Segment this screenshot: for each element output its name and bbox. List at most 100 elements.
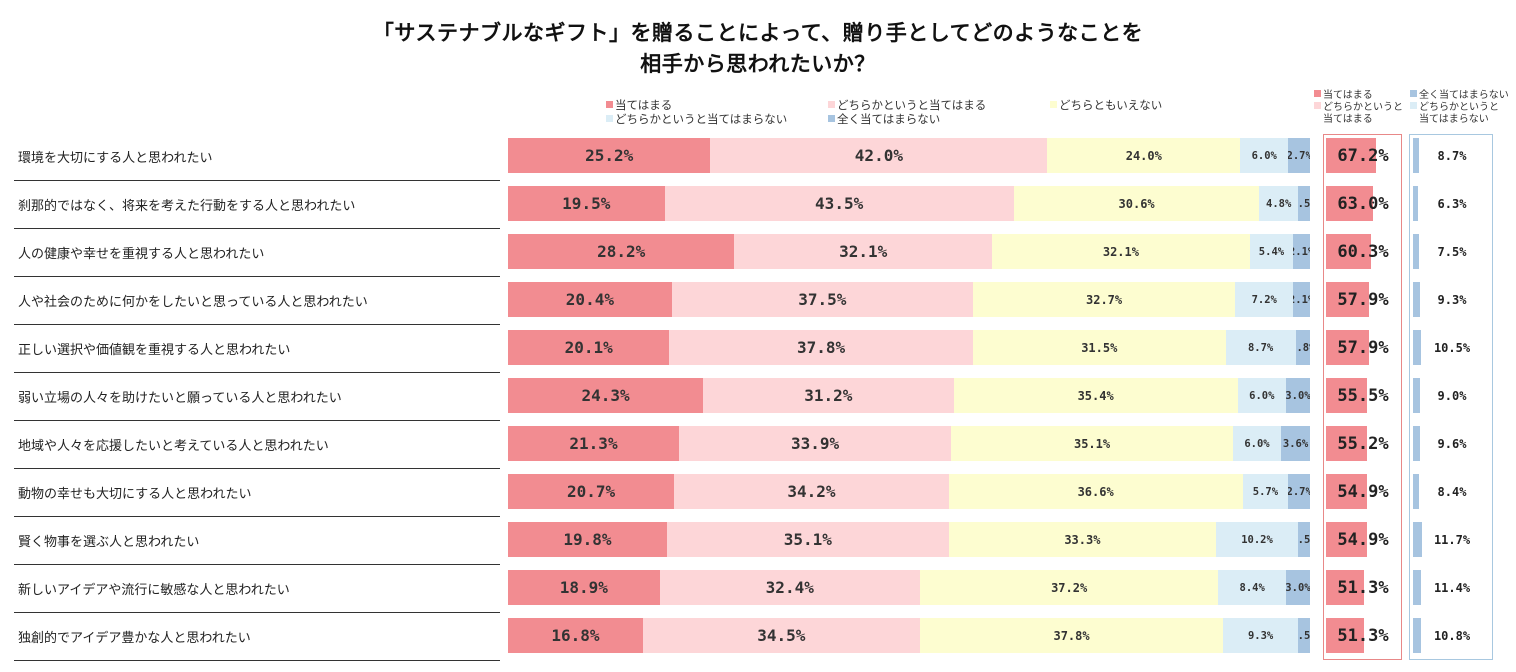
row-separator xyxy=(14,228,500,229)
bar-segment-c5: 3.0% xyxy=(1285,570,1310,605)
row-separator xyxy=(14,468,500,469)
bar-segment-c4: 10.2% xyxy=(1216,522,1298,557)
legend-item-c2: どちらかというと当てはまる xyxy=(828,99,986,112)
negative-total-bar xyxy=(1413,138,1420,173)
category-label: 独創的でアイデア豊かな人と思われたい xyxy=(18,631,251,646)
bar-segment-c3: 35.1% xyxy=(951,426,1233,461)
bar-segment-c2: 42.0% xyxy=(710,138,1048,173)
summary-swatch-neg-1 xyxy=(1410,90,1417,97)
bar-segment-c3: 30.6% xyxy=(1013,186,1260,221)
positive-total-bar xyxy=(1326,138,1376,173)
negative-total-bar xyxy=(1413,474,1420,509)
bar-segment-c3: 31.5% xyxy=(972,330,1226,365)
row-separator xyxy=(14,564,500,565)
negative-total-label: 8.4% xyxy=(1437,484,1467,499)
negative-total-bar xyxy=(1413,522,1422,557)
bar-segment-c4: 9.3% xyxy=(1223,618,1298,653)
category-label: 刹那的ではなく、将来を考えた行動をする人と思われたい xyxy=(18,199,356,214)
positive-total-label: 51.3% xyxy=(1337,625,1389,646)
negative-total-bar xyxy=(1413,378,1420,413)
bar-segment-c1: 20.7% xyxy=(508,474,675,509)
legend-swatch-c4 xyxy=(606,115,613,122)
positive-total-label: 54.9% xyxy=(1337,529,1389,550)
summary-swatch-pos-1 xyxy=(1314,90,1321,97)
positive-total-bar xyxy=(1326,618,1364,653)
positive-total-bar xyxy=(1326,474,1367,509)
bar-segment-c2: 35.1% xyxy=(666,522,949,557)
bar-segment-c1: 28.2% xyxy=(508,234,735,269)
negative-total-bar xyxy=(1413,234,1419,269)
row-separator xyxy=(14,372,500,373)
positive-total-label: 54.9% xyxy=(1337,481,1389,502)
bar-segment-c4: 8.7% xyxy=(1225,330,1296,365)
bar-segment-c5: 1.5% xyxy=(1297,522,1310,557)
legend-label-c4: どちらかというと当てはまらない xyxy=(615,112,788,126)
negative-summary-frame xyxy=(1409,134,1493,660)
negative-total-bar xyxy=(1413,282,1420,317)
bar-segment-c4: 5.7% xyxy=(1242,474,1289,509)
bar-segment-c1: 20.4% xyxy=(508,282,672,317)
negative-total-bar xyxy=(1413,426,1421,461)
bar-segment-c2: 43.5% xyxy=(664,186,1014,221)
category-label: 動物の幸せも大切にする人と思われたい xyxy=(18,487,252,502)
bar-segment-c5: 1.5% xyxy=(1297,186,1310,221)
legend-label-c3: どちらともいえない xyxy=(1059,98,1163,112)
positive-total-bar xyxy=(1326,522,1367,557)
positive-total-bar xyxy=(1326,282,1369,317)
bar-segment-c4: 4.8% xyxy=(1259,186,1298,221)
category-label: 人の健康や幸せを重視する人と思われたい xyxy=(18,247,265,262)
bar-segment-c2: 37.8% xyxy=(669,330,973,365)
category-label: 地域や人々を応援したいと考えている人と思われたい xyxy=(18,439,329,454)
legend-swatch-c1 xyxy=(606,101,613,108)
positive-total-bar xyxy=(1326,426,1367,461)
positive-total-label: 55.2% xyxy=(1337,433,1389,454)
summary-legend-negative-2: どちらかというと xyxy=(1410,102,1509,114)
legend-item-c5: 全く当てはまらない xyxy=(828,113,940,126)
category-label: 新しいアイデアや流行に敏感な人と思われたい xyxy=(18,583,290,598)
bar-segment-c3: 24.0% xyxy=(1047,138,1241,173)
legend-label-c5: 全く当てはまらない xyxy=(837,112,941,126)
negative-total-bar xyxy=(1413,186,1418,221)
bar-segment-c5: 2.1% xyxy=(1293,234,1310,269)
bar-segment-c2: 37.5% xyxy=(671,282,973,317)
row-separator xyxy=(14,276,500,277)
row-separator xyxy=(14,516,500,517)
negative-total-label: 11.7% xyxy=(1433,532,1471,547)
bar-segment-c5: 3.6% xyxy=(1281,426,1310,461)
row-separator xyxy=(14,612,500,613)
bar-segment-c4: 6.0% xyxy=(1232,426,1282,461)
legend-item-c1: 当てはまる xyxy=(606,99,672,112)
bar-segment-c1: 16.8% xyxy=(508,618,643,653)
negative-total-label: 8.7% xyxy=(1437,148,1467,163)
summary-legend-neg-1-label: 全く当てはまらない xyxy=(1419,90,1509,101)
negative-total-label: 9.3% xyxy=(1437,292,1467,307)
bar-segment-c1: 20.1% xyxy=(508,330,670,365)
bar-segment-c3: 36.6% xyxy=(948,474,1243,509)
summary-legend-pos-2b-label: 当てはまる xyxy=(1323,114,1373,125)
positive-summary-frame xyxy=(1323,134,1402,660)
legend-swatch-c3 xyxy=(1050,101,1057,108)
bar-segment-c4: 5.4% xyxy=(1249,234,1294,269)
bar-segment-c1: 18.9% xyxy=(508,570,660,605)
legend-label-c1: 当てはまる xyxy=(615,98,673,112)
positive-total-bar xyxy=(1326,186,1373,221)
bar-segment-c2: 32.1% xyxy=(734,234,993,269)
positive-total-bar xyxy=(1326,378,1368,413)
bar-segment-c1: 19.5% xyxy=(508,186,665,221)
legend-item-c3: どちらともいえない xyxy=(1050,99,1162,112)
category-label: 弱い立場の人々を助けたいと願っている人と思われたい xyxy=(18,391,342,406)
legend-item-c4: どちらかというと当てはまらない xyxy=(606,113,787,126)
bar-segment-c2: 34.2% xyxy=(674,474,949,509)
summary-legend-neg-2b-label: 当てはまらない xyxy=(1419,114,1489,125)
positive-total-bar xyxy=(1326,570,1364,605)
summary-swatch-neg-2 xyxy=(1410,102,1417,109)
bar-segment-c5: 1.8% xyxy=(1295,330,1310,365)
category-label: 環境を大切にする人と思われたい xyxy=(18,151,213,166)
bar-segment-c1: 24.3% xyxy=(508,378,704,413)
bar-segment-c5: 2.1% xyxy=(1293,282,1310,317)
negative-total-label: 11.4% xyxy=(1433,580,1471,595)
negative-total-bar xyxy=(1413,618,1421,653)
negative-total-label: 9.0% xyxy=(1437,388,1467,403)
negative-total-bar xyxy=(1413,570,1422,605)
legend-swatch-c5 xyxy=(828,115,835,122)
